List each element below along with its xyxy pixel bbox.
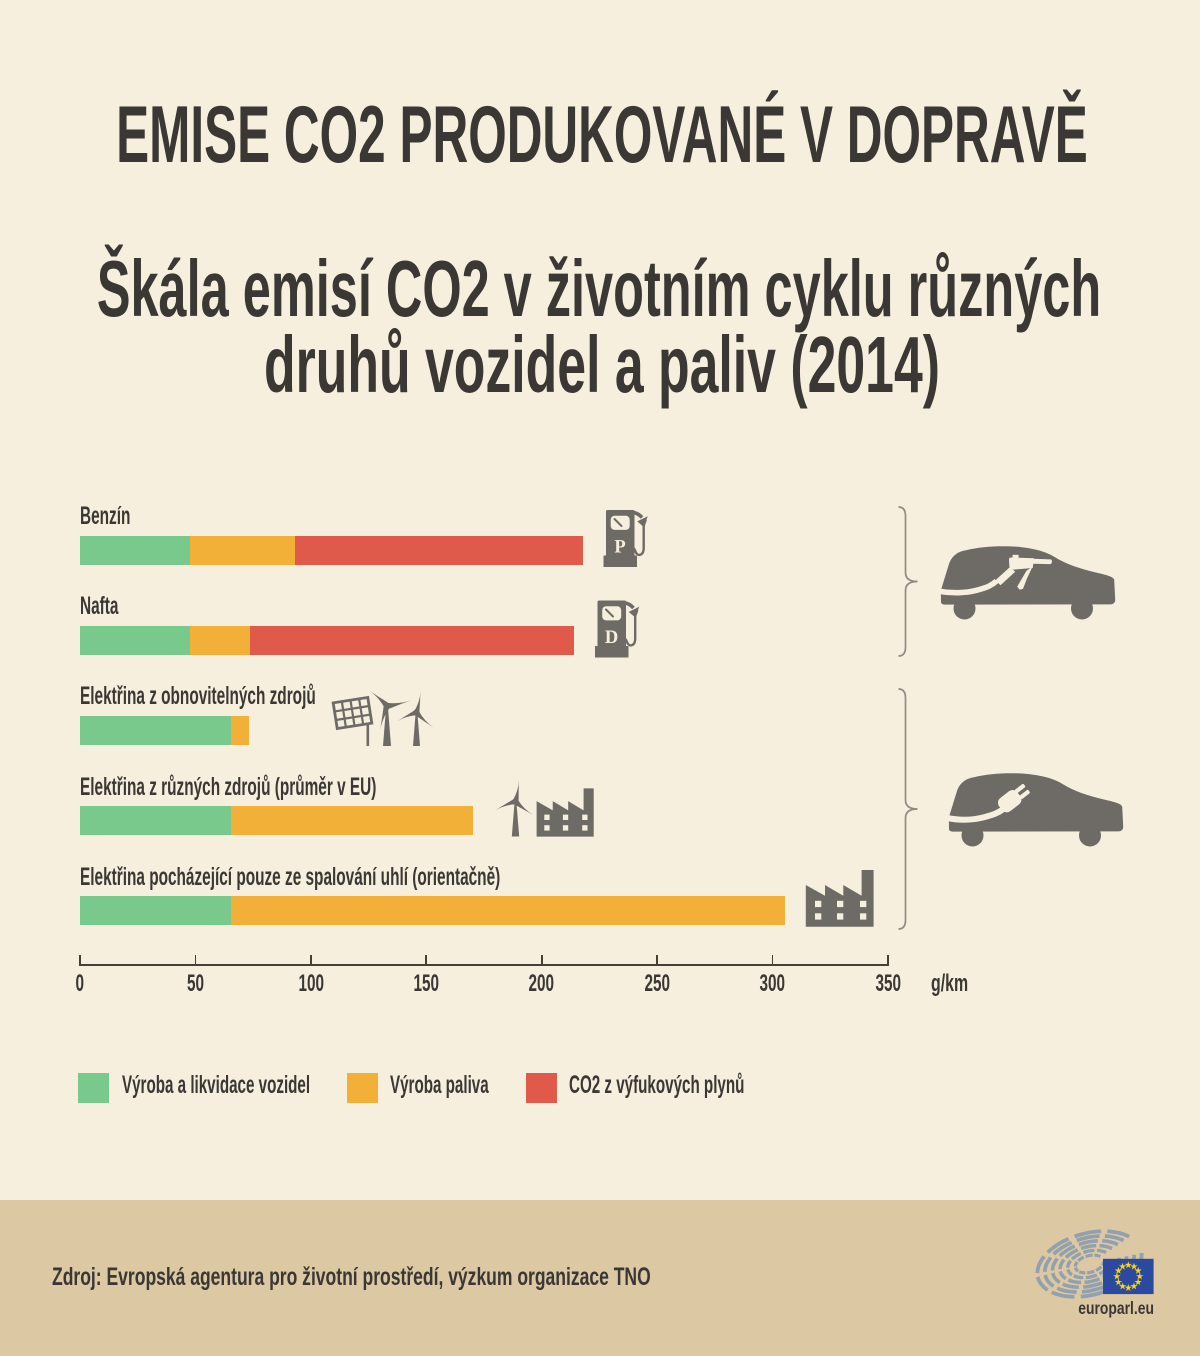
svg-text:D: D [605,628,618,648]
svg-text:P: P [614,538,625,558]
